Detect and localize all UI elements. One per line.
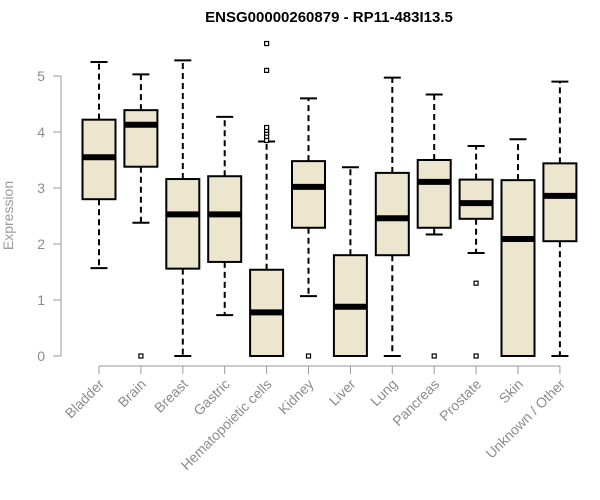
- x-tick-label-7: Lung: [367, 376, 400, 409]
- x-tick-label-2: Breast: [151, 376, 191, 416]
- y-tick-label-5: 5: [37, 68, 45, 84]
- box-body-9: [458, 178, 494, 220]
- box-body-3: [207, 175, 243, 263]
- box-0: [81, 61, 117, 270]
- y-tick-label-3: 3: [37, 180, 45, 196]
- chart-title: ENSG00000260879 - RP11-483I13.5: [205, 9, 453, 26]
- outlier-9-0: [473, 280, 479, 286]
- outlier-9-1: [473, 353, 479, 359]
- box-6: [332, 166, 368, 357]
- box-1: [123, 73, 159, 359]
- box-body-5: [291, 160, 326, 229]
- box-9: [458, 145, 494, 359]
- box-11: [542, 80, 578, 357]
- outlier-4-6: [264, 40, 270, 47]
- box-body-8: [416, 159, 452, 229]
- box-5: [291, 97, 326, 359]
- box-series: [81, 40, 578, 359]
- box-body-10: [500, 179, 536, 357]
- box-7: [374, 76, 410, 357]
- y-tick-label-2: 2: [37, 236, 45, 252]
- y-tick-label-1: 1: [37, 292, 45, 308]
- x-tick-label-0: Bladder: [62, 376, 108, 422]
- x-tick-label-10: Skin: [496, 376, 527, 407]
- x-tick-label-11: Unknown / Other: [482, 376, 568, 462]
- x-tick-label-1: Brain: [115, 376, 149, 410]
- box-body-7: [374, 171, 410, 257]
- y-axis-label: Expression: [0, 181, 16, 250]
- y-tick-label-4: 4: [37, 124, 45, 140]
- outlier-4-4: [264, 124, 270, 131]
- box-2: [165, 59, 201, 357]
- x-tick-label-8: Pancreas: [389, 376, 442, 429]
- box-10: [500, 138, 536, 357]
- outlier-5-0: [305, 353, 312, 359]
- y-tick-label-0: 0: [37, 348, 45, 364]
- outlier-4-5: [264, 67, 270, 74]
- box-8: [416, 93, 452, 359]
- box-4: [249, 40, 285, 358]
- y-axis: 0 1 2 3 4 5: [37, 68, 62, 364]
- x-tick-label-6: Liver: [326, 376, 359, 409]
- x-tick-label-5: Kidney: [275, 376, 317, 418]
- box-body-1: [123, 109, 159, 168]
- box-body-2: [165, 178, 201, 270]
- x-tick-label-9: Prostate: [436, 376, 484, 424]
- outlier-1-0: [138, 353, 144, 359]
- outlier-8-0: [431, 353, 437, 359]
- box-3: [207, 115, 243, 317]
- box-body-11: [542, 162, 578, 243]
